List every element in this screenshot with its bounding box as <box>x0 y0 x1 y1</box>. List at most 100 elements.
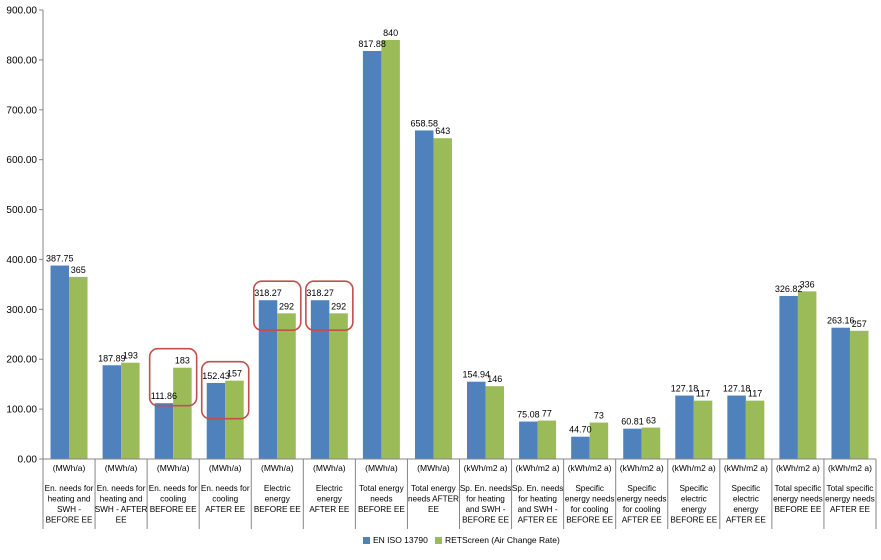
x-category-label: energy needs <box>565 495 615 504</box>
y-tick-label: 500.00 <box>6 205 37 216</box>
y-tick-label: 0.00 <box>18 455 38 466</box>
y-tick-label: 200.00 <box>6 355 37 366</box>
bar-en-iso-13790 <box>206 382 226 459</box>
x-category-label: AFTER EE <box>518 516 559 525</box>
data-label: 117 <box>748 389 762 399</box>
x-category-label: Sp. En. needs <box>512 484 563 493</box>
data-label: 658.58 <box>410 118 438 128</box>
bar-retscreen <box>329 313 348 459</box>
x-category-label: BEFORE EE <box>566 516 613 525</box>
x-category-label: needs AFTER <box>408 495 459 504</box>
bar-en-iso-13790 <box>50 265 70 459</box>
x-category-label: BEFORE EE <box>254 505 301 514</box>
x-category-label: AFTER EE <box>205 505 246 514</box>
x-category-label: En. needs for <box>97 484 146 493</box>
data-label: 817.88 <box>358 39 386 49</box>
bar-en-iso-13790 <box>414 130 434 459</box>
x-category-unit: (kWh/m2 a) <box>776 463 820 473</box>
data-label: 326.82 <box>775 284 803 294</box>
data-label: 292 <box>331 301 346 311</box>
legend-label: RETScreen (Air Change Rate) <box>445 535 560 545</box>
bar-retscreen <box>277 313 296 459</box>
bar-retscreen <box>537 420 557 459</box>
data-label: 117 <box>696 389 710 399</box>
data-label: 73 <box>594 411 604 421</box>
bar-retscreen <box>69 276 88 459</box>
x-category-label: BEFORE EE <box>46 516 93 525</box>
x-category-label: for heating <box>466 495 505 504</box>
x-category-label: energy <box>265 495 291 504</box>
x-category-unit: (MWh/a) <box>53 463 86 473</box>
x-category-unit: (MWh/a) <box>209 463 242 473</box>
x-category-unit: (kWh/m2 a) <box>464 463 508 473</box>
x-category-label: En. needs for <box>149 484 198 493</box>
bar-retscreen <box>589 422 609 459</box>
data-label: 111.86 <box>151 391 177 401</box>
y-tick-label: 600.00 <box>6 155 37 166</box>
bar-en-iso-13790 <box>675 395 694 459</box>
bars <box>50 39 869 460</box>
x-category-label: electric <box>681 495 707 504</box>
x-category-label: Specific <box>575 484 604 493</box>
x-category-label: Sp. En. needs <box>460 484 511 493</box>
legend-label: EN ISO 13790 <box>373 535 428 545</box>
data-label: 183 <box>175 356 190 366</box>
bar-en-iso-13790 <box>831 327 850 459</box>
x-category-label: Specific <box>732 484 761 493</box>
y-tick-label: 800.00 <box>6 55 37 66</box>
x-category-label: heating and <box>100 495 143 504</box>
x-category-label: cooling <box>212 495 238 504</box>
x-category-unit: (MWh/a) <box>313 463 346 473</box>
data-label: 146 <box>487 374 502 384</box>
bar-en-iso-13790 <box>519 421 538 459</box>
bar-retscreen <box>225 380 244 459</box>
x-category-label: for heating <box>518 495 557 504</box>
bar-retscreen <box>849 330 869 459</box>
x-category-label: BEFORE EE <box>462 516 509 525</box>
bar-retscreen <box>641 427 661 459</box>
data-label: 336 <box>800 279 815 289</box>
data-label: 193 <box>123 351 138 361</box>
data-label: 187.89 <box>98 353 126 363</box>
x-category-label: EE <box>428 505 439 514</box>
x-category-label: BEFORE EE <box>150 505 197 514</box>
data-label: 44.70 <box>569 425 592 435</box>
data-label: 152.43 <box>202 371 230 381</box>
x-category-label: energy <box>733 505 759 514</box>
x-category-label: Specific <box>679 484 708 493</box>
x-category-label: Specific <box>627 484 656 493</box>
x-category-label: En. needs for <box>45 484 94 493</box>
y-tick-label: 400.00 <box>6 255 37 266</box>
highlight-box <box>252 280 302 332</box>
x-category-label: Electric <box>316 484 343 493</box>
x-category-label: energy <box>681 505 707 514</box>
bar-en-iso-13790 <box>623 428 642 459</box>
bar-en-iso-13790 <box>779 295 798 459</box>
x-category-label: Electric <box>264 484 291 493</box>
data-label: 63 <box>646 416 656 426</box>
x-category-unit: (MWh/a) <box>261 463 294 473</box>
legend-swatch <box>363 537 370 544</box>
bar-en-iso-13790 <box>467 381 486 459</box>
data-label: 127.18 <box>671 384 699 394</box>
x-category-unit: (kWh/m2 a) <box>672 463 716 473</box>
legend: EN ISO 13790 RETScreen (Air Change Rate) <box>363 535 560 545</box>
bar-en-iso-13790 <box>154 403 174 459</box>
data-label: 840 <box>383 28 398 38</box>
x-category-label: cooling <box>160 495 186 504</box>
x-category-label: for cooling <box>571 505 609 514</box>
x-category-unit: (MWh/a) <box>105 463 138 473</box>
highlight-boxes <box>148 280 354 420</box>
data-label: 157 <box>227 369 242 379</box>
data-label: 292 <box>279 301 294 311</box>
bar-retscreen <box>121 362 140 459</box>
x-category-label: AFTER EE <box>726 516 767 525</box>
x-category-unit: (MWh/a) <box>417 463 450 473</box>
x-category-label: AFTER EE <box>622 516 663 525</box>
bar-en-iso-13790 <box>571 436 590 459</box>
x-category-label: EE <box>116 516 127 525</box>
data-label: 60.81 <box>621 417 644 427</box>
data-label: 257 <box>852 319 867 329</box>
